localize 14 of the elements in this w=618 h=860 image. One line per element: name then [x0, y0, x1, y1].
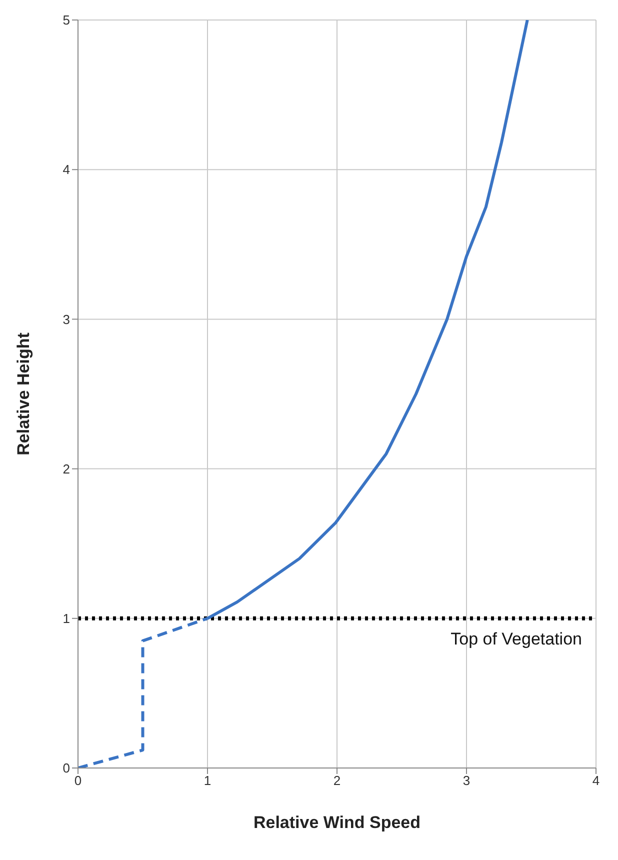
y-tick-label: 5 [62, 12, 70, 28]
y-tick-label: 4 [62, 162, 70, 178]
x-tick-label: 0 [74, 773, 82, 788]
ref-line-label: Top of Vegetation [450, 629, 582, 648]
y-tick-label: 0 [62, 760, 70, 776]
x-axis-title: Relative Wind Speed [253, 813, 421, 832]
x-tick-label: 4 [592, 773, 600, 788]
x-tick-label: 3 [462, 773, 470, 788]
y-axis-title: Relative Height [14, 332, 34, 456]
y-tick-label: 2 [62, 461, 70, 476]
y-tick-label: 3 [62, 312, 70, 327]
y-tick-label: 1 [62, 611, 70, 626]
x-tick-label: 2 [333, 773, 341, 788]
x-tick-label: 1 [204, 773, 212, 788]
